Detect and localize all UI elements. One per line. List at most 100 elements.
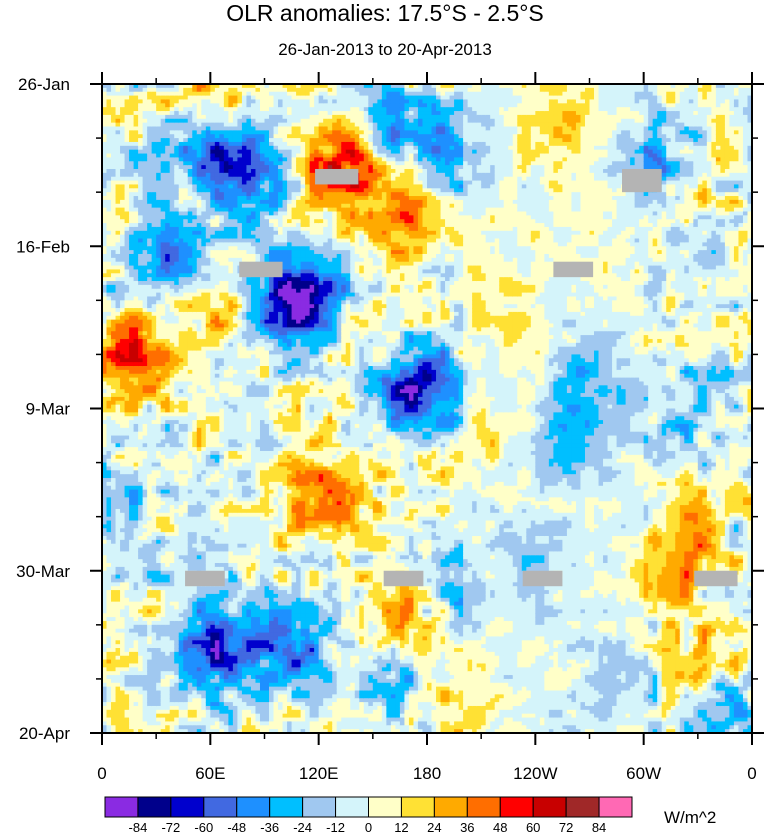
anomaly-cell <box>151 566 157 572</box>
anomaly-cell <box>133 199 139 205</box>
anomaly-cell <box>106 215 112 220</box>
anomaly-cell <box>196 466 202 471</box>
anomaly-cell <box>115 613 121 618</box>
anomaly-cell <box>219 99 225 104</box>
anomaly-cell <box>115 532 121 537</box>
anomaly-cell <box>133 551 139 556</box>
anomaly-cell <box>120 551 126 556</box>
anomaly-cell <box>169 729 175 733</box>
anomaly-cell <box>147 91 153 97</box>
anomaly-cell <box>111 709 117 715</box>
anomaly-cell <box>138 138 144 143</box>
anomaly-cell <box>201 713 207 719</box>
anomaly-cell <box>205 230 211 236</box>
anomaly-cell <box>156 153 162 158</box>
anomaly-cell <box>196 462 202 468</box>
anomaly-cell <box>106 613 112 618</box>
anomaly-cell <box>120 118 126 124</box>
anomaly-cell <box>192 134 198 139</box>
anomaly-cell <box>232 423 239 429</box>
anomaly-cell <box>201 319 207 325</box>
anomaly-cell <box>142 497 148 502</box>
anomaly-cell <box>129 284 135 290</box>
anomaly-cell <box>174 277 180 282</box>
anomaly-cell <box>120 651 126 657</box>
anomaly-cell <box>223 524 229 529</box>
anomaly-cell <box>129 485 135 491</box>
anomaly-cell <box>160 111 166 116</box>
anomaly-cell <box>228 180 234 186</box>
anomaly-cell <box>106 122 112 128</box>
anomaly-cell <box>201 686 207 692</box>
anomaly-cell <box>196 547 202 553</box>
anomaly-cell <box>187 624 193 630</box>
anomaly-cell <box>205 257 211 263</box>
anomaly-cell <box>120 427 126 433</box>
anomaly-cell <box>138 466 144 471</box>
anomaly-cell <box>133 130 139 135</box>
anomaly-cell <box>183 130 189 135</box>
anomaly-cell <box>196 161 202 166</box>
anomaly-cell <box>178 400 184 406</box>
anomaly-cell <box>124 400 130 406</box>
anomaly-cell <box>165 118 171 124</box>
anomaly-cell <box>169 725 175 730</box>
anomaly-cell <box>147 250 153 255</box>
anomaly-cell <box>115 219 121 224</box>
anomaly-cell <box>183 636 189 641</box>
anomaly-cell <box>187 427 193 433</box>
anomaly-cell <box>228 547 234 553</box>
anomaly-cell <box>142 655 148 661</box>
anomaly-cell <box>201 161 207 166</box>
anomaly-cell <box>210 725 216 730</box>
anomaly-cell <box>115 423 121 429</box>
anomaly-cell <box>151 439 157 444</box>
anomaly-cell <box>106 709 112 715</box>
anomaly-cell <box>210 192 216 197</box>
anomaly-cell <box>178 705 184 711</box>
anomaly-cell <box>232 269 239 274</box>
anomaly-cell <box>165 431 171 437</box>
anomaly-cell <box>178 296 184 301</box>
anomaly-cell <box>210 153 216 158</box>
anomaly-cell <box>210 416 216 421</box>
anomaly-cell <box>156 566 162 572</box>
anomaly-cell <box>223 686 229 692</box>
anomaly-cell <box>160 273 166 278</box>
anomaly-cell <box>124 431 130 437</box>
anomaly-cell <box>106 223 112 228</box>
anomaly-cell <box>196 648 202 653</box>
anomaly-cell <box>210 705 216 711</box>
anomaly-cell <box>160 408 166 413</box>
anomaly-cell <box>151 300 157 305</box>
anomaly-cell <box>223 362 229 367</box>
anomaly-cell <box>124 141 130 147</box>
anomaly-cell <box>232 184 239 189</box>
anomaly-cell <box>178 593 184 599</box>
anomaly-cell <box>228 257 234 263</box>
anomaly-cell <box>223 396 229 402</box>
anomaly-cell <box>106 134 112 139</box>
anomaly-cell <box>102 659 108 665</box>
anomaly-cell <box>156 141 162 147</box>
anomaly-cell <box>205 501 211 506</box>
anomaly-cell <box>196 188 202 193</box>
anomaly-cell <box>160 458 166 464</box>
anomaly-cell <box>219 385 225 390</box>
anomaly-cell <box>196 327 202 332</box>
anomaly-cell <box>228 91 234 97</box>
anomaly-cell <box>169 648 175 653</box>
anomaly-cell <box>205 87 211 93</box>
anomaly-cell <box>133 593 139 599</box>
anomaly-cell <box>201 168 207 174</box>
anomaly-cell <box>178 269 184 274</box>
anomaly-cell <box>151 385 157 390</box>
anomaly-cell <box>228 226 234 232</box>
anomaly-cell <box>205 373 211 379</box>
anomaly-cell <box>169 188 175 193</box>
anomaly-cell <box>187 308 193 313</box>
anomaly-cell <box>219 219 225 224</box>
anomaly-cell <box>174 338 180 344</box>
anomaly-cell <box>133 327 139 332</box>
anomaly-cell <box>142 192 148 197</box>
